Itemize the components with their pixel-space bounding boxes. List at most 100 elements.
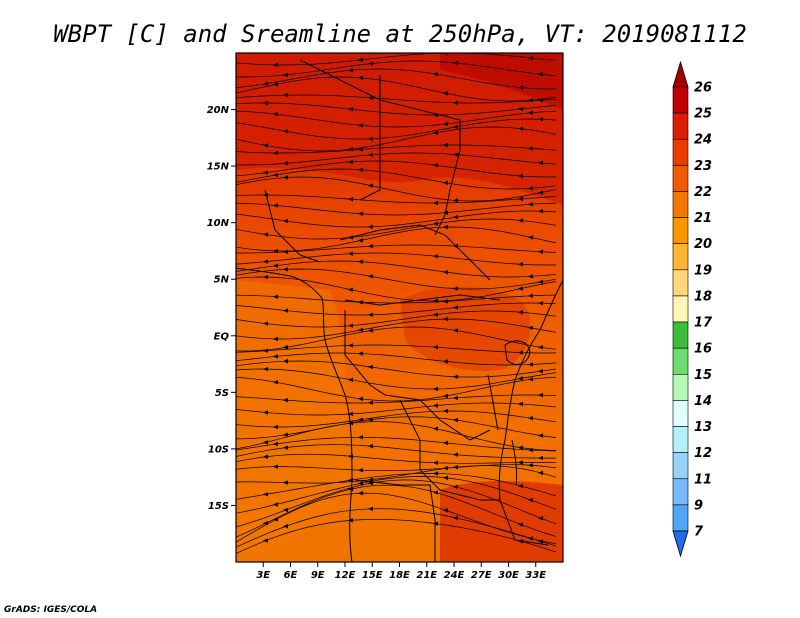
streamline-arrow: [528, 497, 533, 503]
lon-tick-label: 30E: [498, 570, 519, 581]
streamline-arrow: [368, 417, 373, 422]
streamline: [236, 410, 557, 428]
streamline: [236, 144, 557, 154]
streamline: [236, 226, 557, 252]
lon-tick-label: 33E: [525, 570, 546, 581]
streamline: [236, 376, 557, 402]
streamline-arrow: [453, 328, 458, 333]
colorbar-label: 9: [694, 498, 703, 513]
streamline-arrow: [518, 262, 523, 267]
streamline-arrow: [263, 366, 268, 372]
country-boundaries: [236, 59, 563, 562]
lon-tick-label: 24E: [444, 570, 465, 581]
streamline-arrow: [453, 286, 458, 291]
streamline-arrow: [443, 91, 448, 96]
coastline-west-africa: [236, 267, 353, 562]
streamline: [236, 421, 557, 451]
colorbar-swatch: [672, 321, 689, 349]
streamline-arrow: [518, 286, 523, 291]
colorbar-label: 17: [694, 316, 713, 331]
streamline-arrow: [433, 71, 438, 77]
streamline-arrow: [443, 465, 448, 471]
streamline: [236, 484, 557, 538]
streamline-arrow: [538, 515, 543, 521]
streamline-arrow: [528, 362, 533, 367]
streamline: [236, 416, 557, 440]
lat-tick-label: 10N: [207, 218, 230, 229]
streamline-arrow: [528, 536, 533, 541]
streamline-arrow: [453, 417, 458, 423]
streamline: [236, 453, 557, 464]
colorbar-over-triangle: [672, 60, 689, 88]
streamline-arrow: [348, 377, 353, 382]
longitude-axis: 3E 6E 9E 12E 15E 18E 21E 24E 27E 30E 33E: [256, 562, 546, 581]
streamline: [236, 360, 557, 378]
streamline: [236, 476, 557, 514]
border-namibia-botswana: [354, 479, 436, 562]
streamline-arrow: [453, 152, 458, 157]
streamline-arrow: [283, 480, 288, 485]
border-zambia-zimbabwe: [439, 489, 500, 501]
streamline-arrow: [263, 538, 268, 543]
streamline-arrow: [283, 129, 288, 134]
colorbar-label: 16: [694, 342, 712, 357]
streamline-arrow: [518, 445, 523, 450]
streamlines: [236, 53, 557, 554]
streamline-arrow: [518, 196, 523, 202]
streamline-arrow: [358, 481, 363, 486]
streamline-arrow: [453, 198, 458, 203]
streamline-arrow: [453, 395, 458, 401]
border-drc-north: [344, 294, 501, 306]
wbpt-warm-region-north: [236, 53, 563, 205]
colorbar-swatch: [672, 400, 689, 427]
streamline: [236, 53, 557, 66]
streamline: [236, 492, 557, 545]
streamline-arrow: [443, 180, 448, 185]
colorbar: 26 25 24 23 22 21 20 19 18 17 16 15 14 13 12 11 9 7: [672, 60, 713, 558]
streamline: [236, 68, 557, 90]
streamline-arrow: [358, 259, 363, 264]
streamline-arrow: [358, 57, 363, 63]
streamline-arrow: [453, 374, 458, 379]
streamline-arrow: [273, 354, 278, 359]
streamline-arrow: [358, 327, 363, 333]
streamline: [236, 352, 557, 366]
streamline-arrow: [538, 117, 543, 122]
streamline-arrow: [273, 380, 278, 385]
streamline: [236, 318, 557, 340]
streamline-arrow: [283, 524, 288, 529]
streamline: [236, 252, 557, 266]
colorbar-label: 14: [694, 394, 712, 409]
streamline: [236, 473, 557, 500]
streamline-arrow: [263, 321, 268, 326]
streamline-arrow: [538, 539, 543, 544]
streamline-arrow: [263, 454, 268, 459]
streamline-arrow: [433, 345, 438, 350]
colorbar-label: 24: [694, 133, 712, 148]
lon-tick-label: 18E: [389, 570, 410, 581]
colorbar-swatch: [672, 426, 689, 453]
streamline: [236, 210, 557, 228]
colorbar-swatch: [672, 373, 689, 401]
lon-tick-label: 9E: [311, 570, 325, 581]
streamline-arrow: [283, 359, 288, 364]
streamline-arrow: [443, 508, 448, 513]
streamline-arrow: [273, 336, 278, 342]
streamline: [236, 118, 557, 140]
border-drc-south: [384, 394, 491, 441]
streamline: [236, 194, 557, 204]
border-sudan-chad: [434, 149, 461, 236]
streamline-arrow: [368, 312, 373, 318]
streamline-arrow: [538, 98, 543, 103]
streamline-arrow: [518, 401, 523, 407]
streamline-arrow: [263, 348, 268, 353]
streamline-arrow: [368, 224, 373, 229]
streamline-arrow: [453, 484, 458, 489]
streamline-arrow: [348, 411, 353, 417]
streamline-arrow: [358, 435, 363, 440]
streamline-arrow: [443, 475, 448, 480]
colorbar-label: 22: [694, 185, 712, 200]
streamline-arrow: [538, 470, 543, 476]
streamline: [236, 508, 557, 548]
